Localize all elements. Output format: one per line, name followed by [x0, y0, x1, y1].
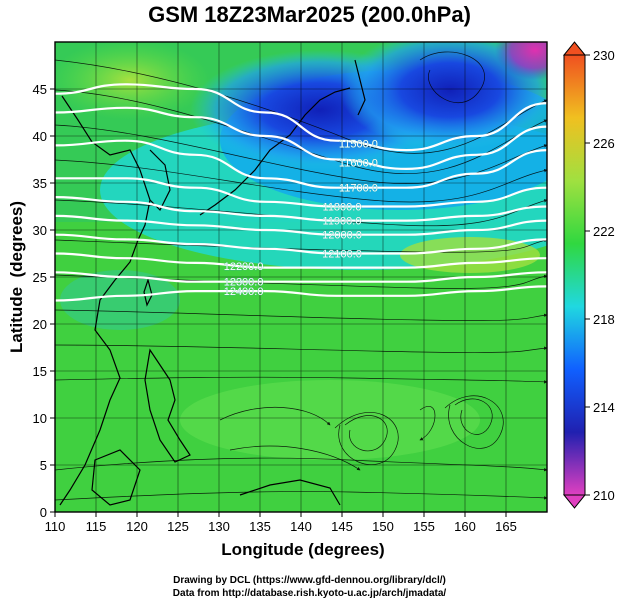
colorbar-tick-label: 210: [593, 488, 615, 503]
contour-label: 11800.0: [323, 202, 362, 214]
temperature-field: [55, 42, 547, 512]
colorbar-bottom-triangle: [562, 494, 587, 509]
coastline-borneo: [91, 449, 141, 506]
contour-label: 12300.0: [224, 277, 264, 289]
x-axis-label: Longitude (degrees): [221, 540, 384, 559]
contour-line: [55, 177, 547, 208]
coastline-sakhalin: [354, 59, 366, 116]
height-contours: 11500.0 11600.0 11700.0 11800.0 11900.0 12000…: [55, 83, 547, 302]
contour-line: [55, 214, 547, 236]
y-tick-label: 30: [33, 223, 47, 238]
x-tick-label: 155: [413, 519, 435, 534]
credit-line-data: Data from http://database.rish.kyoto-u.a…: [172, 588, 447, 599]
y-tick-label: 35: [33, 176, 47, 191]
y-axis-label: Latitude (degrees): [7, 201, 26, 353]
contour-line: [55, 252, 547, 269]
y-tick-label: 0: [40, 505, 47, 520]
x-tick-label: 150: [372, 519, 394, 534]
y-tick-label: 40: [33, 129, 47, 144]
colorbar-tick-label: 214: [593, 400, 615, 415]
contour-label: 12200.0: [224, 261, 264, 273]
credits: Drawing by DCL (https://www.gfd-dennou.o…: [0, 574, 619, 600]
y-tick-label: 5: [40, 458, 47, 473]
x-tick-label: 110: [45, 519, 66, 534]
contour-label: 11900.0: [323, 216, 362, 228]
contour-label: 12000.0: [322, 230, 362, 242]
y-tick-label: 20: [33, 317, 47, 332]
contour-line: [55, 106, 547, 171]
contour-label: 12100.0: [322, 249, 362, 261]
contour-label: 11600.0: [339, 157, 378, 169]
y-tick-label: 10: [33, 411, 47, 426]
x-tick-label: 140: [290, 519, 312, 534]
x-tick-label: 125: [167, 519, 189, 534]
contour-line: [55, 83, 547, 152]
coastline-philippines: [144, 348, 191, 463]
y-tick-label: 45: [33, 82, 47, 97]
x-tick-label: 160: [454, 519, 476, 534]
colorbar-tick-label: 222: [593, 224, 615, 239]
contour-line: [55, 285, 547, 302]
contour-label: 11700.0: [339, 183, 378, 195]
colorbar-tick-label: 230: [593, 48, 615, 63]
x-tick-label: 135: [249, 519, 271, 534]
contour-line: [55, 139, 547, 189]
colorbar-top-triangle: [562, 41, 587, 56]
x-tick-label: 130: [208, 519, 230, 534]
contour-line: [55, 233, 547, 255]
y-tick-label: 15: [33, 364, 47, 379]
contour-line: [55, 196, 547, 222]
coastline-japan: [199, 87, 351, 216]
grid-lines: [55, 42, 547, 512]
contour-line: [55, 271, 547, 283]
x-tick-label: 115: [86, 519, 107, 534]
x-tick-label: 165: [495, 519, 517, 534]
x-tick-label: 145: [331, 519, 353, 534]
coastlines: [59, 59, 366, 506]
colorbar: 210 214 218 222 226 230: [562, 41, 615, 509]
credit-line-drawing: Drawing by DCL (https://www.gfd-dennou.o…: [173, 575, 446, 586]
x-tick-label: 120: [126, 519, 148, 534]
colorbar-tick-label: 218: [593, 312, 615, 327]
y-tick-label: 25: [33, 270, 47, 285]
coastline-taiwan: [143, 277, 153, 307]
contour-label: 12400.0: [224, 286, 264, 298]
axes: 110 115 120 125 130 135 140 145 150 155 160 165 0 5 10…: [33, 82, 517, 534]
page-title: GSM 18Z23Mar2025 (200.0hPa): [148, 2, 471, 27]
contour-label: 11500.0: [339, 139, 378, 151]
streamlines: [55, 51, 547, 501]
colorbar-tick-label: 226: [593, 136, 615, 151]
coastline-asia-mainland: [59, 95, 151, 506]
